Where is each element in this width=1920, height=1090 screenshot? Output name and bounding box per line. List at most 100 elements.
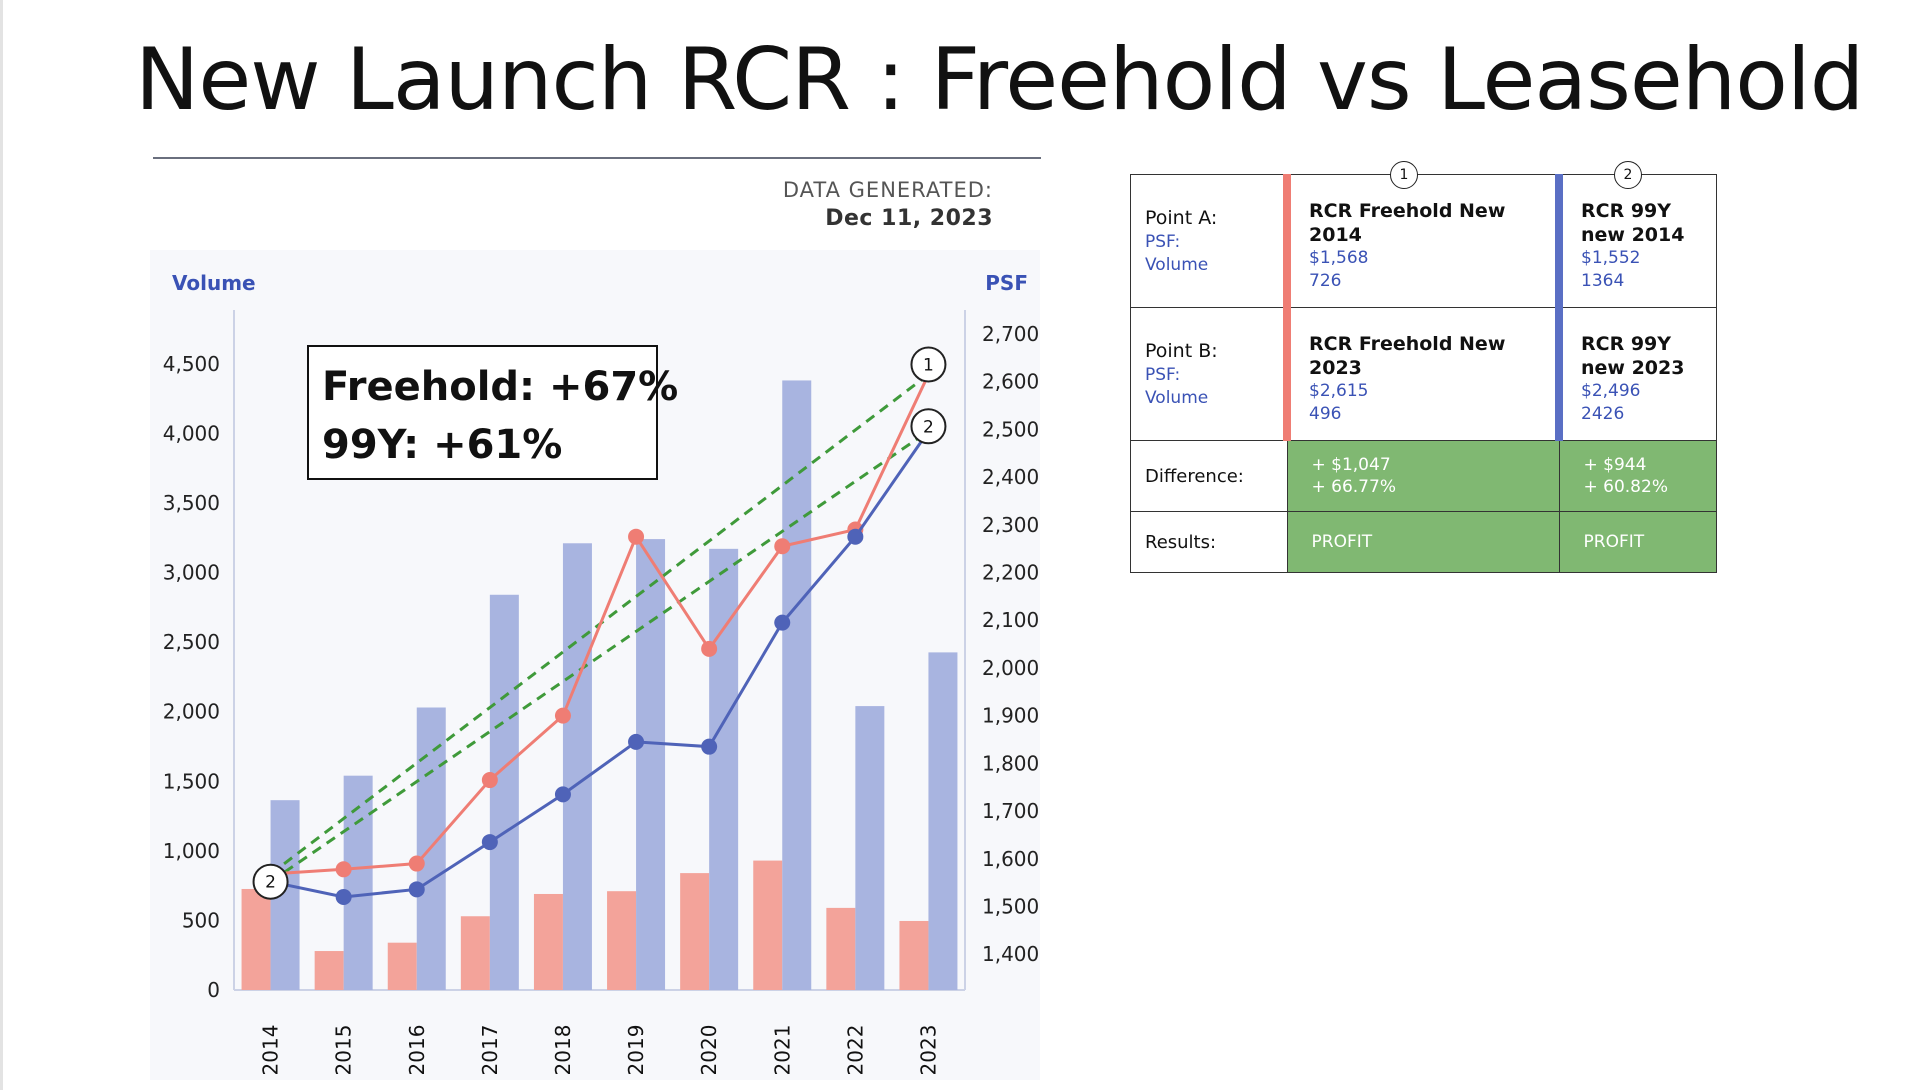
freehold-psf-point	[408, 855, 425, 872]
trend-line-2	[269, 430, 930, 883]
leasehold-volume-bar	[562, 543, 592, 990]
leasehold-psf-line	[270, 430, 930, 899]
y-tick-label: 3,000	[163, 561, 220, 585]
data-generated-date: Dec 11, 2023	[825, 206, 993, 231]
point-a-psf-label: PSF:	[1145, 231, 1181, 252]
results-freehold: PROFIT	[1286, 511, 1560, 573]
difference-leasehold-pct: + 60.82%	[1583, 477, 1668, 497]
leasehold-volume-bar	[928, 652, 958, 990]
leasehold-psf-point	[701, 738, 718, 755]
freehold-volume-bar	[460, 916, 490, 990]
annotation-line: Freehold: +67%	[322, 364, 678, 410]
x-tick-label: 2014	[259, 1025, 283, 1076]
comparison-table: Point A: PSF: Volume RCR Freehold New 20…	[1130, 174, 1717, 573]
point-marker-label: 1	[923, 355, 934, 375]
point-marker-circle	[252, 863, 289, 900]
y-tick-label: 4,500	[163, 352, 220, 376]
y2-axis-title: PSF	[985, 271, 1028, 295]
annotation-box	[307, 345, 658, 480]
point-marker-circle	[910, 346, 947, 383]
leasehold-psf-point	[481, 834, 498, 851]
annotation-line: 99Y: +61%	[322, 422, 562, 468]
y-tick-label: 4,000	[163, 421, 220, 445]
leasehold-psf-point	[628, 733, 645, 750]
leasehold-volume-bar	[489, 594, 519, 990]
y2-tick-label: 2,100	[982, 608, 1039, 632]
leasehold-psf-point	[335, 888, 352, 905]
point-b-freehold-psf: $2,615	[1309, 381, 1369, 401]
point-b-header: Point B: PSF: Volume	[1130, 307, 1288, 441]
point-a-volume-label: Volume	[1145, 254, 1209, 275]
results-leasehold: PROFIT	[1558, 511, 1717, 573]
freehold-psf-point	[701, 640, 718, 657]
leasehold-psf-point	[847, 528, 864, 545]
y2-tick-label: 1,500	[982, 895, 1039, 919]
y-tick-label: 2,500	[163, 630, 220, 654]
freehold-psf-point	[481, 772, 498, 789]
x-tick-label: 2023	[916, 1025, 940, 1076]
data-generated-block: DATA GENERATED: Dec 11, 2023	[783, 178, 993, 231]
point-a-leasehold-title: RCR 99Y new 2014	[1581, 200, 1685, 246]
point-a-freehold-cell: RCR Freehold New 2014 $1,568 726	[1283, 174, 1560, 308]
point-b-freehold-cell: RCR Freehold New 2023 $2,615 496	[1283, 307, 1560, 441]
freehold-volume-bar	[387, 942, 417, 990]
point-b-psf-label: PSF:	[1145, 364, 1181, 385]
leasehold-psf-point	[554, 786, 571, 803]
difference-freehold-amount: + $1,047	[1311, 455, 1391, 475]
x-tick-label: 2021	[770, 1025, 794, 1076]
y2-tick-label: 2,500	[982, 417, 1039, 441]
table-marker-1: 1	[1390, 161, 1418, 189]
freehold-volume-bar	[753, 860, 783, 990]
leasehold-volume-bar	[636, 539, 666, 990]
point-marker-label: 2	[265, 873, 276, 893]
volume-psf-chart: Volume PSF 0 500 1,000 1,500 2,000 2,500 3,000 3,…	[150, 250, 1040, 1080]
y2-tick-label: 2,300	[982, 513, 1039, 537]
data-generated-label: DATA GENERATED:	[782, 178, 993, 202]
difference-leasehold-amount: + $944	[1583, 455, 1647, 475]
y-tick-label: 1,000	[163, 839, 220, 863]
freehold-volume-bar	[607, 891, 637, 990]
freehold-psf-point	[628, 528, 645, 545]
freehold-volume-bar	[899, 920, 929, 990]
leasehold-volume-bar	[709, 548, 739, 990]
point-a-freehold-volume: 726	[1309, 271, 1342, 291]
y2-tick-label: 2,700	[982, 322, 1039, 346]
results-label: Results:	[1130, 511, 1288, 573]
y2-tick-label: 1,600	[982, 847, 1039, 871]
freehold-psf-point	[774, 538, 791, 555]
title-divider	[153, 157, 1041, 159]
point-b-leasehold-title: RCR 99Y new 2023	[1581, 333, 1685, 379]
y2-tick-label: 2,400	[982, 465, 1039, 489]
slide-title: New Launch RCR : Freehold vs Leasehold	[135, 30, 1864, 130]
leasehold-volume-bar	[782, 380, 812, 990]
table-row-difference: Difference: + $1,047 + 66.77% + $944 + 6…	[1130, 440, 1717, 512]
y-tick-label: 2,000	[163, 700, 220, 724]
difference-label: Difference:	[1130, 440, 1288, 512]
y-tick-label: 0	[207, 978, 220, 1002]
point-a-leasehold-psf: $1,552	[1581, 248, 1641, 268]
y-tick-label: 1,500	[163, 769, 220, 793]
y2-tick-label: 2,000	[982, 656, 1039, 680]
point-b-leasehold-volume: 2426	[1581, 404, 1625, 424]
y2-tick-label: 1,400	[982, 942, 1039, 966]
point-b-freehold-volume: 496	[1309, 404, 1342, 424]
y2-tick-label: 1,900	[982, 704, 1039, 728]
leasehold-psf-point	[774, 614, 791, 631]
y2-tick-label: 1,700	[982, 799, 1039, 823]
x-tick-label: 2017	[478, 1025, 502, 1076]
leasehold-volume-bar	[855, 706, 885, 990]
freehold-volume-bar	[533, 893, 563, 990]
x-tick-label: 2020	[697, 1025, 721, 1076]
difference-freehold-pct: + 66.77%	[1311, 477, 1396, 497]
point-a-header: Point A: PSF: Volume	[1130, 174, 1288, 308]
table-row-results: Results: PROFIT PROFIT	[1130, 511, 1717, 573]
y2-tick-label: 1,800	[982, 751, 1039, 775]
point-a-label: Point A:	[1145, 206, 1218, 229]
point-a-leasehold-cell: RCR 99Y new 2014 $1,552 1364	[1555, 174, 1717, 308]
x-tick-label: 2019	[624, 1025, 648, 1076]
point-b-label: Point B:	[1145, 339, 1218, 362]
freehold-volume-bar	[680, 873, 710, 990]
point-a-freehold-psf: $1,568	[1309, 248, 1369, 268]
y-tick-label: 500	[182, 908, 220, 932]
x-tick-label: 2015	[332, 1025, 356, 1076]
